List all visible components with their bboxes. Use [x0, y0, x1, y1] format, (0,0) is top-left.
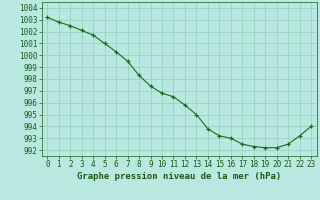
X-axis label: Graphe pression niveau de la mer (hPa): Graphe pression niveau de la mer (hPa)	[77, 172, 281, 181]
